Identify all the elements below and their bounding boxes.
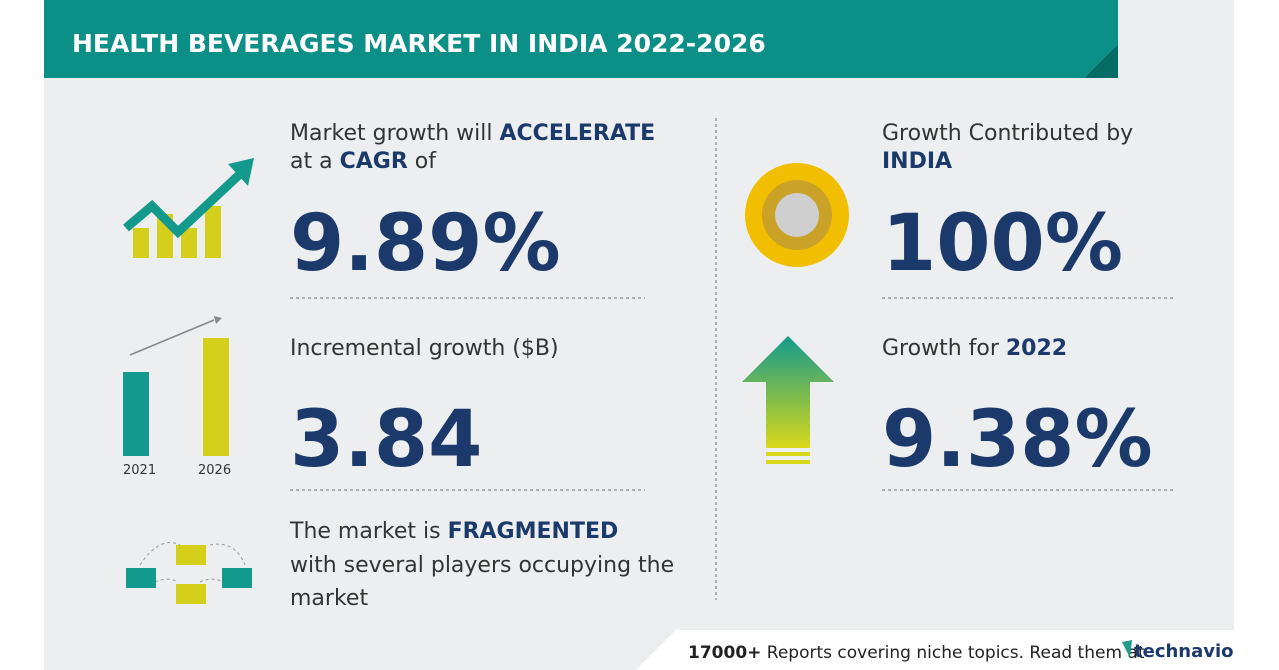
- yoy-text: Growth for 2022: [882, 336, 1067, 361]
- contribution-region: INDIA: [882, 149, 952, 174]
- count: 17000+: [688, 643, 761, 663]
- header-bar: [44, 0, 1118, 78]
- incremental-value: 3.84: [290, 395, 482, 485]
- bar-icon: [123, 316, 229, 456]
- incremental-label: Incremental growth ($B): [290, 336, 559, 361]
- contribution-text: Growth Contributed by: [882, 121, 1133, 146]
- up-arrow-icon: [742, 336, 834, 464]
- title: HEALTH BEVERAGES MARKET IN INDIA 2022-20…: [72, 29, 766, 58]
- year-label: 2026: [198, 463, 231, 478]
- text: Reports covering niche topics. Read them…: [767, 643, 1145, 663]
- growth-text: Market growth will ACCELERATE: [290, 121, 655, 146]
- bold-text: FRAGMENTED: [448, 519, 619, 544]
- market-text: with several players occupying the: [290, 553, 674, 578]
- donut-icon: [745, 163, 849, 267]
- logo-mark: [1122, 640, 1132, 658]
- bold-text: ACCELERATE: [500, 121, 656, 146]
- growth-text: at a CAGR of: [290, 149, 437, 174]
- contribution-value: 100%: [882, 199, 1123, 289]
- buildings-icon: [126, 542, 252, 604]
- year-label: 2021: [123, 463, 156, 478]
- footer-bar: [636, 630, 1234, 670]
- bold-text: 2022: [1006, 336, 1067, 361]
- text: The market is: [289, 519, 441, 544]
- cagr-value: 9.89%: [290, 199, 561, 289]
- bold-text: CAGR: [340, 149, 408, 174]
- growth-icon: [123, 158, 254, 258]
- text: of: [415, 149, 437, 174]
- header-fold: [1084, 44, 1118, 78]
- text: Growth for: [882, 336, 1000, 361]
- footer-text: 17000+ Reports covering niche topics. Re…: [688, 643, 1145, 663]
- yoy-value: 9.38%: [882, 395, 1153, 485]
- brand: technavio: [1134, 641, 1234, 662]
- market-text: market: [290, 586, 368, 611]
- text: Market growth will: [290, 121, 493, 146]
- market-text: The market is FRAGMENTED: [289, 519, 618, 544]
- text: at a: [290, 149, 333, 174]
